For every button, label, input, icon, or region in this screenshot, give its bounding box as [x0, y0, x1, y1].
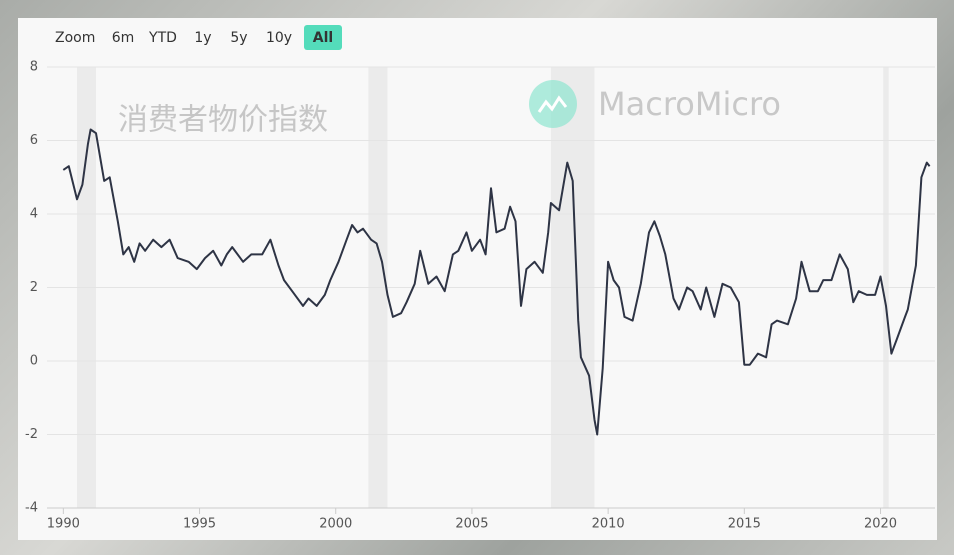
range-button[interactable]: 10y — [266, 30, 292, 46]
x-tick-label: 2020 — [864, 517, 897, 532]
range-button[interactable]: 1y — [194, 30, 211, 46]
zoom-label: Zoom — [55, 30, 95, 46]
y-tick-label: 0 — [30, 354, 38, 369]
x-tick-label: 1995 — [183, 517, 216, 532]
x-tick-label: 2015 — [728, 517, 761, 532]
x-tick-label: 2000 — [319, 517, 352, 532]
chart-title: 消费者物价指数 — [118, 103, 328, 138]
range-button[interactable]: 5y — [230, 30, 247, 46]
y-tick-label: 8 — [30, 60, 38, 75]
range-button[interactable]: All — [313, 30, 333, 46]
y-tick-label: 6 — [30, 133, 38, 148]
y-tick-label: -2 — [25, 427, 38, 442]
x-tick-label: 1990 — [47, 517, 80, 532]
range-button[interactable]: 6m — [112, 30, 135, 46]
range-button-bg[interactable] — [304, 25, 342, 50]
cpi-line — [62, 128, 931, 436]
logo — [529, 80, 577, 128]
y-tick-label: -4 — [25, 501, 38, 516]
range-button[interactable]: YTD — [148, 30, 177, 46]
logo-mark — [537, 95, 568, 113]
y-tick-label: 2 — [30, 280, 38, 295]
x-tick-label: 2010 — [592, 517, 625, 532]
x-tick-label: 2005 — [455, 517, 488, 532]
panel — [18, 18, 937, 540]
brand: MacroMicro — [598, 85, 781, 123]
y-tick-label: 4 — [30, 207, 38, 222]
